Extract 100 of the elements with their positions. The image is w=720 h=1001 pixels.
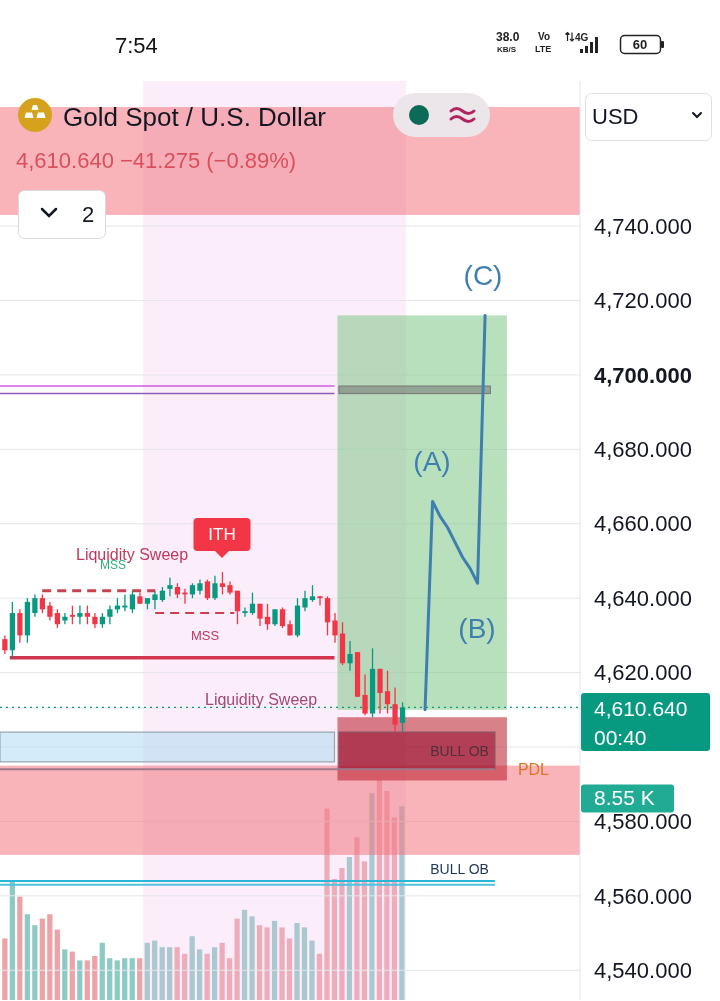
y-tick-label: 4,580.000 xyxy=(594,809,692,835)
annotation: ITH xyxy=(208,525,236,545)
text: KB/S xyxy=(497,45,517,54)
candlestick xyxy=(212,575,218,601)
bar xyxy=(24,914,30,1000)
bar xyxy=(144,942,150,1000)
bar xyxy=(376,780,383,1000)
y-tick-label: 4,720.000 xyxy=(594,288,692,314)
bar xyxy=(279,927,285,1000)
bar xyxy=(17,896,23,1000)
bar xyxy=(137,958,143,1000)
bar xyxy=(159,947,165,1000)
bar xyxy=(399,806,405,1000)
band-label: BULL OB xyxy=(430,742,489,759)
bar xyxy=(226,958,233,1000)
candlestick xyxy=(384,670,391,715)
annotation: Liquidity Sweep xyxy=(205,690,318,708)
bar xyxy=(129,958,135,1000)
bar xyxy=(122,958,128,1000)
bar xyxy=(174,947,180,1000)
text: 00:40 xyxy=(594,726,647,749)
candlestick xyxy=(279,606,286,629)
bar xyxy=(84,960,90,1000)
candlestick xyxy=(69,604,76,625)
bar xyxy=(47,914,53,1000)
bar xyxy=(39,918,45,1000)
candlestick xyxy=(302,590,308,612)
bar xyxy=(256,925,263,1000)
ref-line-label: BULL OB xyxy=(430,860,489,877)
text: 38.0 xyxy=(496,30,520,44)
annotation: (C) xyxy=(463,259,503,291)
annotation: MSS xyxy=(190,627,220,643)
bar xyxy=(286,938,293,1000)
bar xyxy=(294,923,300,1000)
bar xyxy=(9,881,15,1000)
bar xyxy=(301,927,308,1000)
bar xyxy=(182,953,188,1000)
y-tick-label: 4,560.000 xyxy=(594,883,692,909)
candlestick xyxy=(347,640,353,672)
bar xyxy=(92,956,98,1000)
candlestick xyxy=(107,604,113,625)
candlestick xyxy=(62,612,68,625)
bar xyxy=(77,960,83,1000)
bar xyxy=(309,940,315,1000)
text: 60 xyxy=(632,37,648,52)
bar xyxy=(264,927,270,1000)
candlestick xyxy=(54,608,61,629)
bar xyxy=(339,868,345,1000)
candlestick xyxy=(264,603,271,631)
candlestick xyxy=(362,673,368,717)
candlestick xyxy=(234,590,241,625)
text: Gold Spot / U.S. Dollar xyxy=(63,102,327,132)
bar xyxy=(361,861,368,1000)
bar xyxy=(99,942,105,1000)
y-tick-label: 4,620.000 xyxy=(594,660,692,686)
bar xyxy=(167,947,173,1000)
bar xyxy=(324,808,330,1000)
bar xyxy=(316,953,323,1000)
candlestick xyxy=(47,601,53,622)
text: 4,610.640 −41.275 (−0.89%) xyxy=(16,148,297,173)
candlestick xyxy=(332,612,338,644)
bar xyxy=(384,791,390,1000)
ref-line-label: 4,610.640 xyxy=(594,696,688,720)
candlestick xyxy=(77,604,83,625)
candlestick xyxy=(129,590,136,614)
candlestick xyxy=(219,571,226,596)
bar xyxy=(32,925,38,1000)
candlestick xyxy=(242,606,248,618)
candlestick xyxy=(167,577,173,597)
y-tick-label: 4,740.000 xyxy=(594,213,692,239)
bar xyxy=(369,793,375,1000)
bar xyxy=(346,857,353,1000)
candlestick xyxy=(399,701,406,733)
candlestick xyxy=(317,595,323,607)
candlestick xyxy=(17,608,23,644)
y-tick-label: 4,680.000 xyxy=(594,437,692,463)
candlestick xyxy=(249,591,256,616)
candlestick xyxy=(84,604,91,625)
y-tick-label: 4,540.000 xyxy=(594,957,692,983)
text: Vo xyxy=(538,31,551,42)
bar xyxy=(234,918,240,1000)
text: 8.55 K xyxy=(594,786,655,810)
bar xyxy=(391,817,398,1000)
bar xyxy=(54,929,60,1000)
bar xyxy=(241,909,248,1000)
text: 7:54 xyxy=(115,33,158,58)
ref-line-label: PDL xyxy=(517,760,550,778)
bar xyxy=(249,916,255,1000)
candlestick xyxy=(392,686,398,733)
text: 4G xyxy=(575,32,589,43)
y-tick-label: 4,660.000 xyxy=(594,511,692,537)
annotation: (A) xyxy=(413,445,451,477)
bar xyxy=(2,938,8,1000)
candlestick xyxy=(2,634,8,655)
bar xyxy=(204,953,210,1000)
bar xyxy=(107,958,113,1000)
y-tick-label: 4,640.000 xyxy=(594,585,692,611)
annotation: (B) xyxy=(458,612,496,644)
bar xyxy=(219,942,225,1000)
candlestick xyxy=(39,593,46,614)
